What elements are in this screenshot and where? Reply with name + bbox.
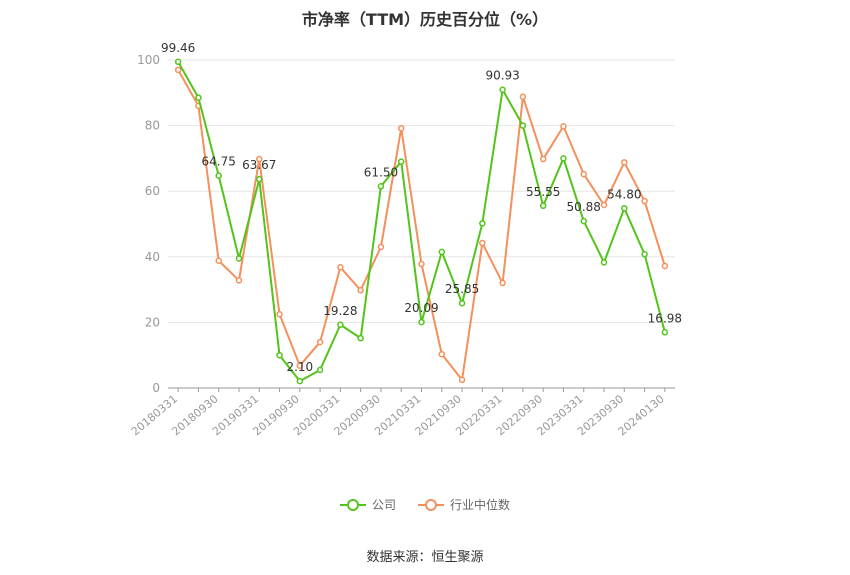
- data-point-industry: [276, 310, 283, 318]
- data-point-industry: [418, 260, 425, 268]
- series-line-industry: [177, 69, 666, 381]
- data-point-industry: [600, 201, 608, 209]
- data-point-company: [418, 318, 425, 326]
- source-note: 数据来源：恒生聚源: [366, 550, 484, 565]
- data-label: 16.98: [648, 311, 682, 325]
- data-point-industry: [499, 279, 506, 287]
- data-point-company: [397, 158, 405, 165]
- legend-company-label: 公司: [371, 498, 396, 512]
- data-point-industry: [377, 243, 385, 251]
- data-point-industry: [235, 277, 243, 284]
- data-label: 99.46: [161, 41, 195, 55]
- data-point-company: [438, 248, 446, 256]
- data-point-industry: [458, 376, 466, 384]
- y-tick-label: 0: [152, 381, 160, 395]
- data-point-industry: [174, 66, 182, 74]
- data-point-company: [621, 205, 628, 212]
- data-label: 20.09: [404, 301, 438, 315]
- y-tick-label: 80: [145, 119, 160, 133]
- data-point-company: [479, 220, 486, 227]
- data-point-company: [600, 259, 608, 266]
- data-point-industry: [621, 159, 628, 166]
- data-point-industry: [438, 350, 446, 358]
- data-label: 90.93: [485, 69, 519, 83]
- legend-industry-marker: [418, 498, 444, 512]
- data-point-company: [641, 250, 648, 258]
- data-point-company: [458, 299, 466, 307]
- data-point-company: [661, 329, 669, 336]
- data-point-company: [580, 217, 587, 225]
- data-point-company: [337, 321, 344, 329]
- data-label: 64.75: [202, 155, 236, 169]
- legend-company-marker: [339, 498, 366, 512]
- data-point-industry: [539, 155, 547, 163]
- data-point-industry: [397, 124, 405, 132]
- y-tick-label: 40: [145, 250, 160, 264]
- legend: 公司 行业中位数: [0, 496, 850, 513]
- data-point-industry: [256, 155, 263, 163]
- y-tick-label: 100: [137, 53, 160, 67]
- data-point-industry: [661, 262, 669, 270]
- data-label: 54.80: [607, 187, 641, 201]
- data-point-industry: [560, 123, 567, 130]
- data-point-company: [539, 202, 547, 210]
- data-point-industry: [337, 264, 344, 271]
- data-point-company: [377, 183, 385, 190]
- data-point-industry: [580, 170, 587, 178]
- series-line-company: [177, 61, 666, 383]
- data-point-company: [316, 366, 324, 374]
- data-point-industry: [519, 93, 527, 100]
- data-label: 25.85: [445, 282, 479, 296]
- data-label: 2.10: [286, 360, 313, 374]
- data-label: 61.50: [364, 165, 398, 179]
- data-label: 55.55: [526, 185, 560, 199]
- data-point-company: [357, 334, 364, 342]
- legend-item-industry[interactable]: 行业中位数: [418, 496, 510, 513]
- legend-item-company[interactable]: 公司: [339, 496, 396, 513]
- y-tick-label: 20: [145, 315, 160, 329]
- data-point-company: [296, 377, 304, 385]
- data-point-company: [499, 86, 506, 93]
- data-point-company: [195, 94, 202, 101]
- data-point-company: [519, 122, 527, 129]
- data-point-industry: [215, 257, 222, 264]
- y-tick-label: 60: [145, 184, 160, 198]
- data-point-company: [560, 155, 567, 162]
- data-point-company: [276, 351, 283, 359]
- data-point-company: [174, 58, 182, 66]
- legend-industry-label: 行业中位数: [450, 498, 511, 512]
- data-point-industry: [296, 362, 304, 369]
- data-label: 63.67: [242, 158, 276, 172]
- data-point-company: [256, 175, 263, 183]
- data-point-industry: [479, 239, 486, 247]
- data-point-industry: [641, 197, 648, 205]
- data-label: 50.88: [567, 200, 601, 214]
- data-point-company: [215, 172, 222, 179]
- data-point-industry: [357, 287, 364, 294]
- chart-title: 市净率（TTM）历史百分位（%）: [301, 10, 549, 29]
- data-label: 19.28: [323, 304, 357, 318]
- data-point-company: [235, 255, 243, 262]
- data-point-industry: [316, 338, 324, 346]
